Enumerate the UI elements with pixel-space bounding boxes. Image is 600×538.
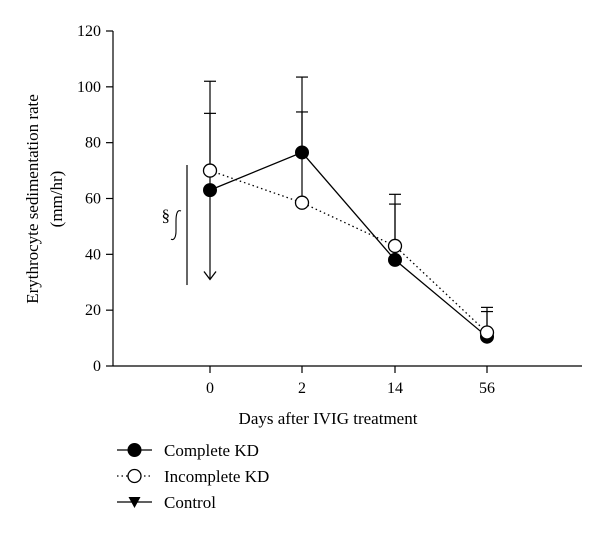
x-tick-label: 2: [298, 380, 306, 397]
y-tick-label: 40: [85, 246, 101, 263]
data-point: [294, 195, 310, 210]
y-tick-label: 0: [93, 358, 101, 375]
y-tick-label: 100: [77, 79, 101, 96]
data-point: [479, 325, 495, 340]
y-tick-label: 60: [85, 191, 101, 208]
legend-label: Control: [164, 493, 216, 512]
x-axis-title: Days after IVIG treatment: [239, 409, 418, 428]
data-point: [203, 183, 217, 198]
lower-error-arrow-head: [203, 271, 217, 281]
chart-axes: [112, 31, 582, 367]
y-axis-unit: (mm/hr): [47, 171, 66, 228]
series-lines: [209, 151, 488, 338]
series-markers: [202, 145, 495, 344]
x-tick-label: 56: [479, 380, 495, 397]
data-point: [202, 163, 218, 178]
data-point: [295, 145, 309, 160]
y-ticks: 0 20 40 60 80 100 120: [77, 23, 113, 375]
y-axis-title: Erythrocyte sedimentation rate: [23, 94, 42, 304]
lower-error-arrow: [203, 190, 217, 281]
series-line: [209, 169, 488, 333]
x-tick-label: 14: [387, 380, 403, 397]
legend-label: Incomplete KD: [164, 467, 269, 486]
legend-marker: [127, 443, 142, 457]
y-tick-label: 120: [77, 23, 101, 40]
data-point: [387, 238, 403, 254]
annotation-integral-mark: [170, 210, 182, 241]
legend-marker: [127, 468, 142, 484]
annotation-group: §: [162, 165, 188, 286]
y-tick-label: 20: [85, 302, 101, 319]
legend-label: Complete KD: [164, 441, 259, 460]
legend-marker: [128, 497, 141, 508]
annotation-symbol: §: [162, 206, 171, 225]
chart-legend: Complete KD Incomplete KD Control: [117, 441, 269, 512]
x-ticks: 0 2 14 56: [206, 366, 495, 397]
series-line: [209, 151, 488, 338]
x-tick-label: 0: [206, 380, 214, 397]
data-point: [388, 252, 402, 267]
y-tick-label: 80: [85, 135, 101, 152]
